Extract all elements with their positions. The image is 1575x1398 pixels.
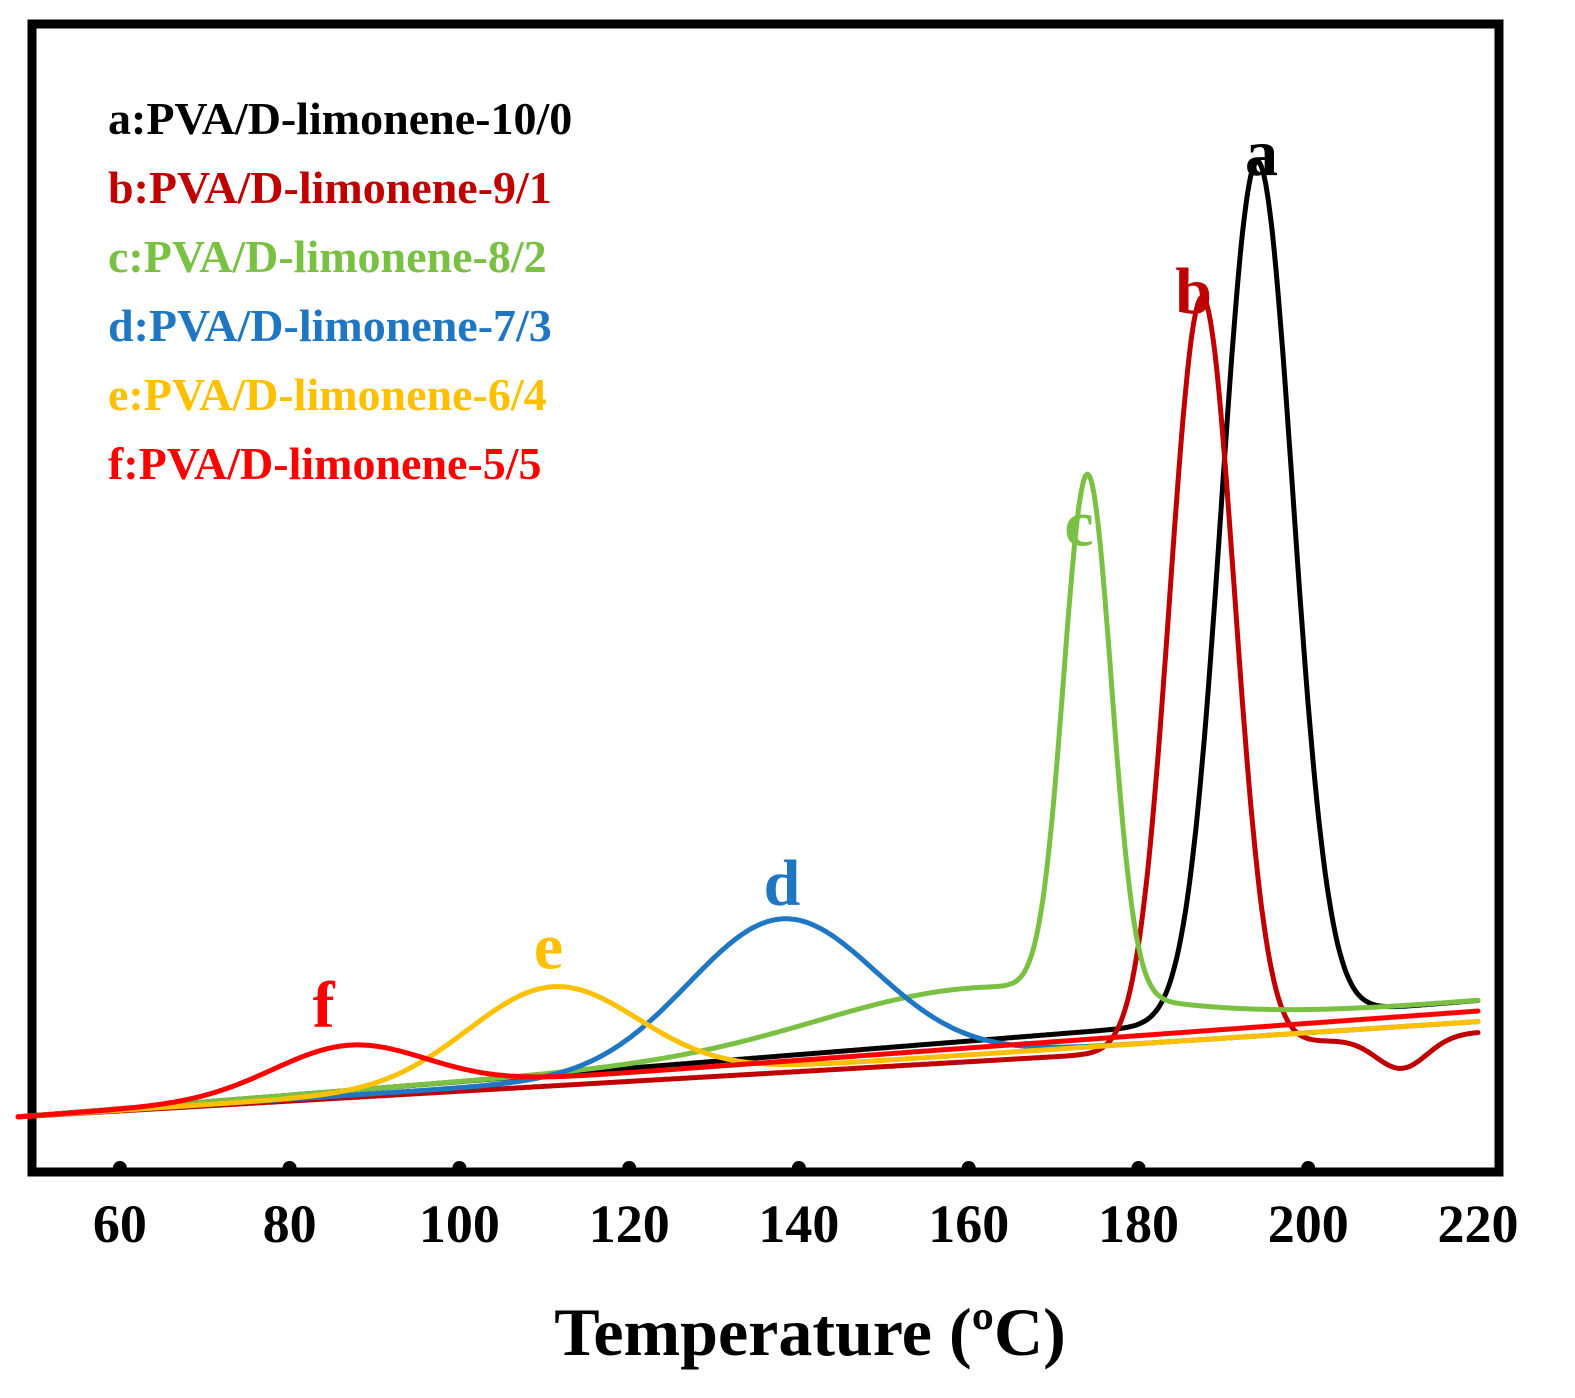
legend-entry-f: f:PVA/D-limonene-5/5 xyxy=(108,438,542,489)
x-tick-label: 160 xyxy=(928,1194,1009,1254)
x-tick-label: 200 xyxy=(1268,1194,1349,1254)
x-tick-label: 180 xyxy=(1098,1194,1179,1254)
legend-entry-d: d:PVA/D-limonene-7/3 xyxy=(108,300,552,351)
x-tick-label: 140 xyxy=(758,1194,839,1254)
curve-label-c: c xyxy=(1064,488,1093,561)
x-tick-mark xyxy=(622,1161,637,1175)
curve-label-b: b xyxy=(1175,255,1212,328)
curves-layer xyxy=(15,158,1481,1120)
curve-label-e: e xyxy=(534,911,563,984)
x-tick-label: 80 xyxy=(263,1194,317,1254)
legend-entry-b: b:PVA/D-limonene-9/1 xyxy=(108,162,552,213)
series-line-c xyxy=(15,471,1481,1120)
x-tick-mark xyxy=(1301,1161,1316,1175)
legend: a:PVA/D-limonene-10/0 b:PVA/D-limonene-9/… xyxy=(108,93,572,489)
curve-label-a: a xyxy=(1245,117,1278,190)
curve-label-f: f xyxy=(313,969,336,1042)
curve-labels: ab c d e f xyxy=(313,117,1278,1042)
x-tick-label: 100 xyxy=(419,1194,500,1254)
series-line-f xyxy=(15,1008,1481,1120)
x-tick-label: 60 xyxy=(93,1194,147,1254)
plot-frame xyxy=(27,19,1504,1177)
legend-entry-c: c:PVA/D-limonene-8/2 xyxy=(108,231,547,282)
x-tick-label: 120 xyxy=(589,1194,670,1254)
x-tick-label: 220 xyxy=(1438,1194,1519,1254)
x-tick-mark xyxy=(1131,1161,1146,1175)
x-tick-mark xyxy=(961,1161,976,1175)
legend-entry-a: a:PVA/D-limonene-10/0 xyxy=(108,93,572,144)
x-axis-title: Temperature (ºC) xyxy=(554,1294,1066,1370)
x-tick-mark xyxy=(452,1161,467,1175)
legend-entry-e: e:PVA/D-limonene-6/4 xyxy=(108,369,547,420)
x-tick-mark xyxy=(112,1161,127,1175)
x-tick-mark xyxy=(282,1161,297,1175)
x-axis-ticks: 60 80 100 120 140 160 180 200 220 xyxy=(93,1161,1519,1254)
curve-label-d: d xyxy=(764,847,801,920)
x-tick-mark xyxy=(791,1161,806,1175)
